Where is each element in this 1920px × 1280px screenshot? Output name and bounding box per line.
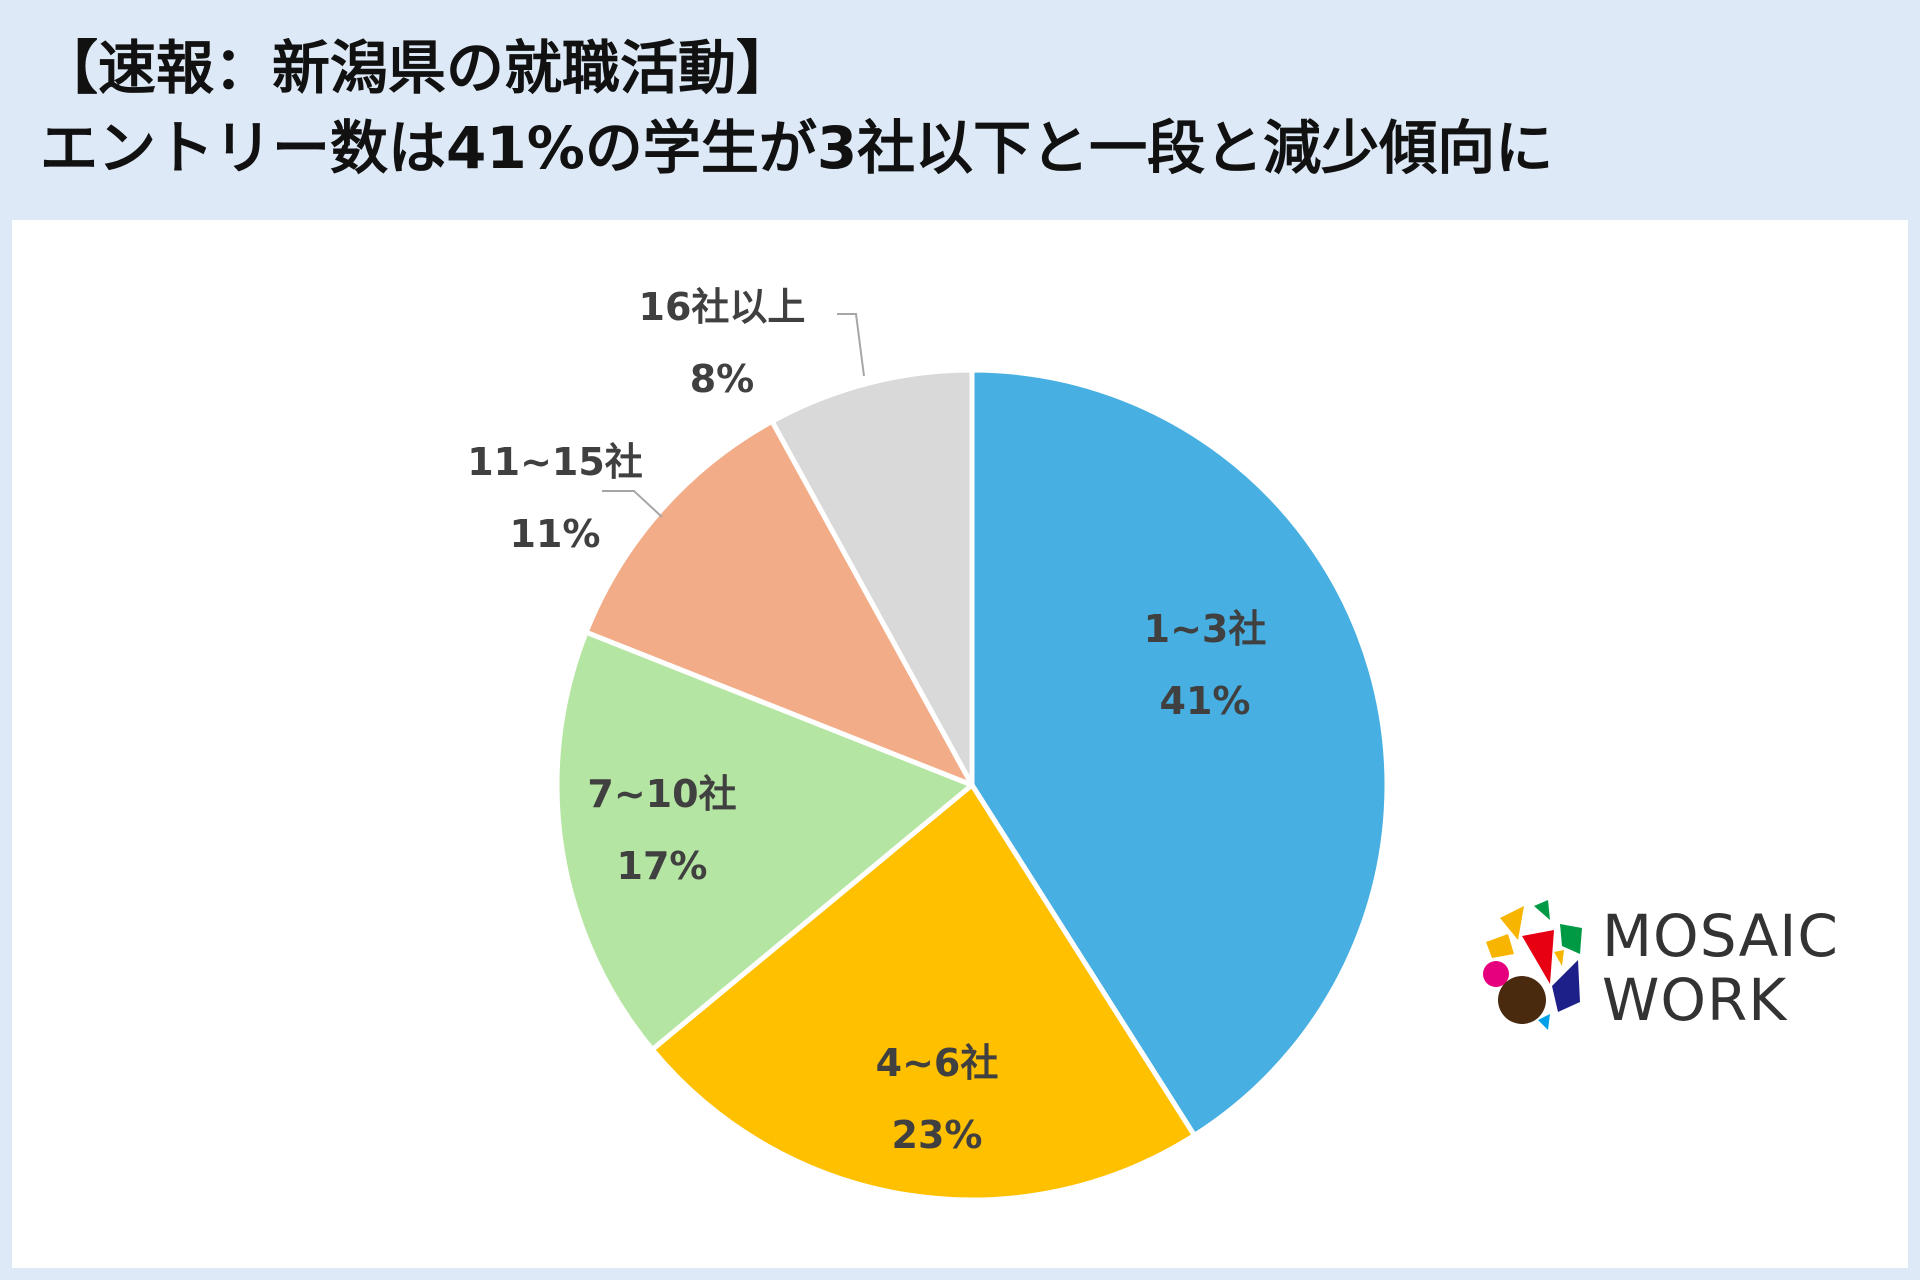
logo-mosaic-tile-4 xyxy=(1552,960,1580,1012)
title-line-1: 【速報：新潟県の就職活動】 xyxy=(40,34,795,102)
pie-slice-3 xyxy=(554,629,975,1053)
logo-mosaic-tile-2 xyxy=(1498,976,1546,1024)
slice-label-category-4: 11~15社 xyxy=(467,440,643,484)
slice-label-category-5: 16社以上 xyxy=(639,285,806,329)
logo-mosaic-tile-9 xyxy=(1534,900,1550,920)
pie-chart: 1~3社 41% 4~6社 23% 7~10社 17% 11~15社 11% 16社以上 8% xyxy=(467,285,1390,1203)
logo-mosaic-tile-1 xyxy=(1483,961,1509,987)
leader-line-5 xyxy=(837,313,865,377)
slice-labels: 1~3社 41% 4~6社 23% 7~10社 17% 11~15社 11% 16社以上 8% xyxy=(467,285,1266,1157)
pie-slices xyxy=(554,367,1390,1203)
slice-label-value-3: 17% xyxy=(617,844,708,888)
logo-mosaic-tile-10 xyxy=(1554,950,1564,966)
pie-slice-2 xyxy=(649,782,1197,1203)
slice-label-value-5: 8% xyxy=(690,357,755,401)
slice-label-category-2: 4~6社 xyxy=(876,1041,999,1085)
logo-text-line-1: MOSAIC xyxy=(1602,902,1839,970)
mosaic-work-logo: MOSAIC WORK xyxy=(1478,890,1878,1040)
slice-label-value-4: 11% xyxy=(510,512,601,556)
logo-mosaic-tile-6 xyxy=(1500,906,1524,940)
logo-mosaic-icon xyxy=(1483,900,1582,1030)
chart-title: 【速報：新潟県の就職活動】 エントリー数は41%の学生が3社以下と一段と減少傾向… xyxy=(40,28,1900,188)
logo-mosaic-tile-8 xyxy=(1538,1014,1550,1030)
pie-slice-5 xyxy=(769,367,975,788)
slice-label-category-3: 7~10社 xyxy=(587,772,736,816)
logo-text-line-2: WORK xyxy=(1602,966,1788,1034)
leader-line-4 xyxy=(602,490,663,518)
chart-panel: 1~3社 41% 4~6社 23% 7~10社 17% 11~15社 11% 16社以上 8% xyxy=(12,220,1908,1268)
pie-slice-4 xyxy=(583,418,975,788)
logo-mosaic-tile-7 xyxy=(1486,934,1514,958)
slice-label-category-1: 1~3社 xyxy=(1144,607,1267,651)
title-line-2: エントリー数は41%の学生が3社以下と一段と減少傾向に xyxy=(40,114,1554,182)
logo-mosaic-tile-5 xyxy=(1560,924,1582,954)
logo-text: MOSAIC WORK xyxy=(1602,904,1839,1032)
slice-label-value-1: 41% xyxy=(1160,679,1251,723)
leader-lines xyxy=(602,313,865,518)
slice-label-value-2: 23% xyxy=(892,1113,983,1157)
logo-mosaic-tile-3 xyxy=(1522,930,1554,984)
